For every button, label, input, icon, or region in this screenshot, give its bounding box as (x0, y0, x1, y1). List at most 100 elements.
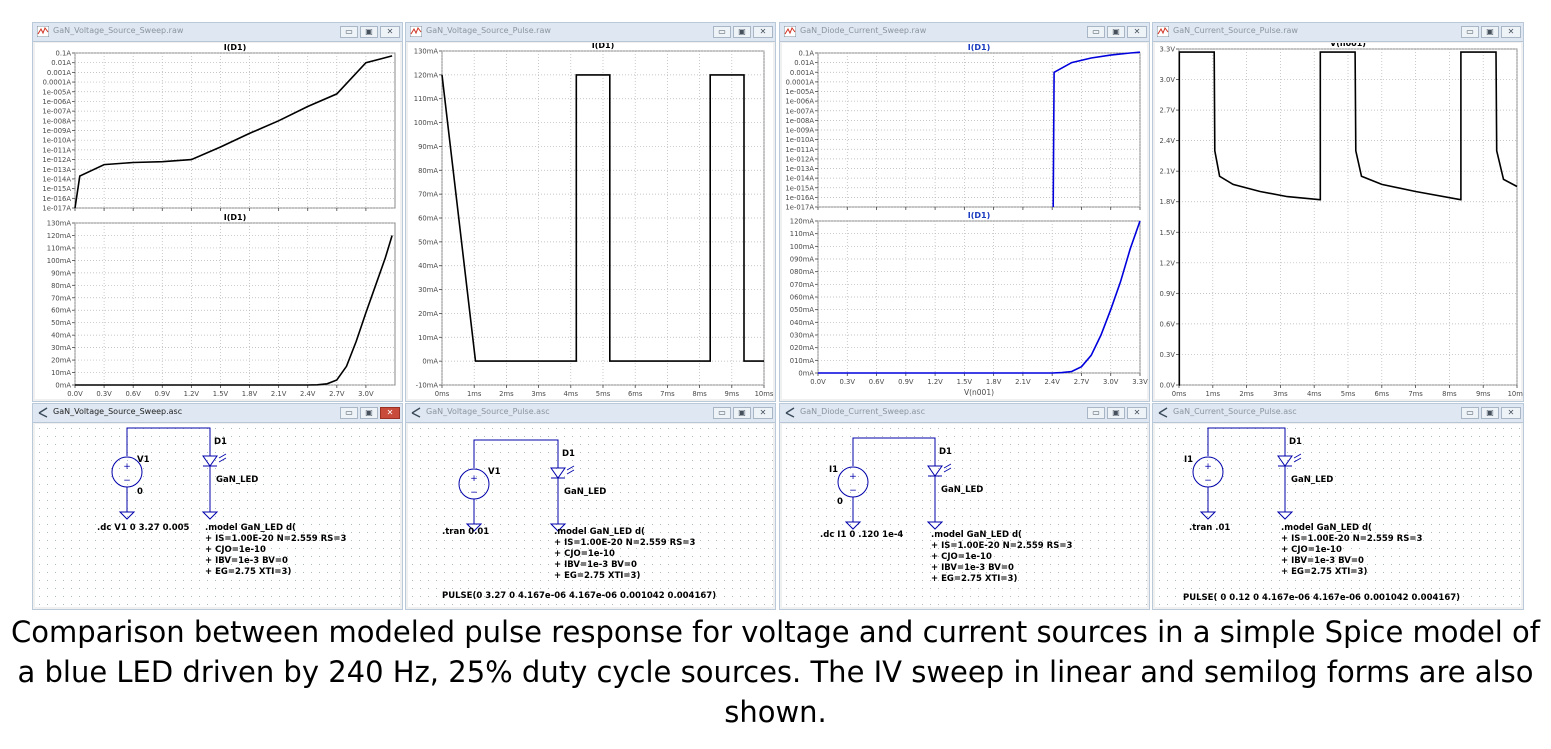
grid-dot (930, 596, 931, 597)
schematic-area[interactable]: + − V1 0 D1 GaN_LED .dc V1 0 3.27 0.005 .model … (35, 424, 400, 607)
maximize-button[interactable]: ▣ (360, 26, 378, 38)
plot-canvas[interactable]: I(D1)0.1A0.01A0.001A0.0001A1e-005A1e-006… (782, 43, 1149, 401)
title-bar[interactable]: GaN_Voltage_Source_Sweep.asc ▭ ▣ ✕ (33, 404, 402, 423)
title-bar[interactable]: GaN_Voltage_Source_Pulse.asc ▭ ▣ ✕ (406, 404, 775, 423)
grid-dot (287, 444, 288, 445)
schematic-window-current-pulse[interactable]: GaN_Current_Source_Pulse.asc ▭ ▣ ✕ + − I1 D… (1152, 403, 1524, 610)
grid-dot (866, 556, 867, 557)
x-tick-label: 1ms (1206, 390, 1221, 398)
grid-dot (1175, 444, 1176, 445)
grid-dot (644, 604, 645, 605)
x-tick-label: 2.1V (271, 390, 287, 398)
close-button[interactable]: ✕ (1127, 407, 1147, 419)
grid-dot (247, 516, 248, 517)
close-button[interactable]: ✕ (753, 26, 773, 38)
minimize-button[interactable]: ▭ (713, 26, 731, 38)
schematic-window-current-sweep[interactable]: GaN_Diode_Current_Sweep.asc ▭ ▣ ✕ + − I1 0 D… (779, 403, 1150, 610)
grid-dot (1511, 580, 1512, 581)
grid-dot (882, 604, 883, 605)
title-bar[interactable]: GaN_Current_Source_Pulse.raw ▭ ▣ ✕ (1153, 23, 1523, 42)
grid-dot (1359, 540, 1360, 541)
maximize-button[interactable]: ▣ (733, 26, 751, 38)
maximize-button[interactable]: ▣ (360, 407, 378, 419)
plot-window-voltage-pulse[interactable]: GaN_Voltage_Source_Pulse.raw ▭ ▣ ✕ I(D1)… (405, 22, 776, 402)
grid-dot (930, 556, 931, 557)
maximize-button[interactable]: ▣ (1107, 407, 1125, 419)
grid-dot (1042, 428, 1043, 429)
minimize-button[interactable]: ▭ (340, 26, 358, 38)
minimize-button[interactable]: ▭ (1087, 26, 1105, 38)
schematic-area[interactable]: + − V1 D1 GaN_LED .tran 0.01 .model GaN_LED d(… (408, 424, 773, 607)
grid-dot (794, 484, 795, 485)
grid-dot (311, 428, 312, 429)
minimize-button[interactable]: ▭ (1461, 407, 1479, 419)
title-bar[interactable]: GaN_Diode_Current_Sweep.raw ▭ ▣ ✕ (780, 23, 1149, 42)
plot-area[interactable]: I(D1) 0.1A 0.01A 0.001A 0.0001A 1e-005A 1e-006… (782, 43, 1149, 401)
schematic-window-voltage-pulse[interactable]: GaN_Voltage_Source_Pulse.asc ▭ ▣ ✕ + − V1 D… (405, 403, 776, 610)
schematic-window-voltage-sweep[interactable]: GaN_Voltage_Source_Sweep.asc ▭ ▣ ✕ + − V1 0… (32, 403, 403, 610)
schematic-area[interactable]: + − I1 0 D1 GaN_LED .dc I1 0 .120 1e-4 .model G… (782, 424, 1147, 607)
grid-dot (327, 604, 328, 605)
maximize-button[interactable]: ▣ (1107, 26, 1125, 38)
close-button[interactable]: ✕ (380, 407, 400, 419)
grid-dot (412, 564, 413, 565)
grid-dot (1503, 444, 1504, 445)
grid-dot (476, 508, 477, 509)
grid-dot (930, 492, 931, 493)
grid-dot (1367, 580, 1368, 581)
grid-dot (231, 548, 232, 549)
grid-dot (1231, 500, 1232, 501)
title-bar[interactable]: GaN_Voltage_Source_Pulse.raw ▭ ▣ ✕ (406, 23, 775, 42)
plot-area[interactable]: V(n001) 3.3V 3.0V 2.7V 2.4V 2.1V 1.8V 1.5V 1.2V 0… (1155, 43, 1523, 401)
close-button[interactable]: ✕ (1127, 26, 1147, 38)
grid-dot (159, 476, 160, 477)
grid-dot (1455, 452, 1456, 453)
plot-canvas[interactable]: V(n001)3.3V3.0V2.7V2.4V2.1V1.8V1.5V1.2V0… (1155, 43, 1523, 401)
grid-dot (1471, 428, 1472, 429)
grid-dot (215, 580, 216, 581)
minimize-button[interactable]: ▭ (340, 407, 358, 419)
schematic-area[interactable]: + − I1 D1 GaN_LED .tran .01 .model GaN_LED d(+… (1155, 424, 1521, 607)
plot-window-voltage-sweep[interactable]: GaN_Voltage_Source_Sweep.raw ▭ ▣ ✕ I(D1)… (32, 22, 403, 402)
grid-dot (866, 428, 867, 429)
plot-area[interactable]: I(D1) 0.1A 0.01A 0.001A 0.0001A 1e-005A 1e-006… (35, 43, 400, 399)
minimize-button[interactable]: ▭ (1087, 407, 1105, 419)
plot-canvas[interactable]: I(D1)130mA120mA110mA100mA90mA80mA70mA60m… (408, 43, 775, 401)
grid-dot (1375, 548, 1376, 549)
close-button[interactable]: ✕ (753, 407, 773, 419)
grid-dot (922, 572, 923, 573)
close-button[interactable]: ✕ (1501, 26, 1521, 38)
plot-window-current-sweep[interactable]: GaN_Diode_Current_Sweep.raw ▭ ▣ ✕ I(D1) 0… (779, 22, 1150, 402)
grid-dot (143, 492, 144, 493)
plot-canvas[interactable]: I(D1)0.1A0.01A0.001A0.0001A1e-005A1e-006… (35, 43, 402, 401)
grid-dot (708, 508, 709, 509)
grid-dot (1074, 444, 1075, 445)
grid-dot (375, 428, 376, 429)
minimize-button[interactable]: ▭ (713, 407, 731, 419)
close-button[interactable]: ✕ (380, 26, 400, 38)
grid-dot (978, 588, 979, 589)
plot-window-current-pulse[interactable]: GaN_Current_Source_Pulse.raw ▭ ▣ ✕ V(n00… (1152, 22, 1524, 402)
plot-area[interactable]: I(D1) 130mA 120mA 110mA 100mA 90mA 80mA 70mA 60m… (408, 43, 775, 401)
title-bar[interactable]: GaN_Diode_Current_Sweep.asc ▭ ▣ ✕ (780, 404, 1149, 423)
grid-dot (994, 604, 995, 605)
grid-dot (1138, 524, 1139, 525)
minimize-button[interactable]: ▭ (1461, 26, 1479, 38)
grid-dot (1255, 572, 1256, 573)
grid-dot (764, 428, 765, 429)
maximize-button[interactable]: ▣ (733, 407, 751, 419)
maximize-button[interactable]: ▣ (1481, 26, 1499, 38)
close-button[interactable]: ✕ (1501, 407, 1521, 419)
grid-dot (1074, 532, 1075, 533)
maximize-button[interactable]: ▣ (1481, 407, 1499, 419)
grid-dot (834, 508, 835, 509)
grid-dot (652, 436, 653, 437)
grid-dot (247, 500, 248, 501)
title-bar[interactable]: GaN_Voltage_Source_Sweep.raw ▭ ▣ ✕ (33, 23, 402, 42)
grid-dot (1215, 500, 1216, 501)
title-bar[interactable]: GaN_Current_Source_Pulse.asc ▭ ▣ ✕ (1153, 404, 1523, 423)
